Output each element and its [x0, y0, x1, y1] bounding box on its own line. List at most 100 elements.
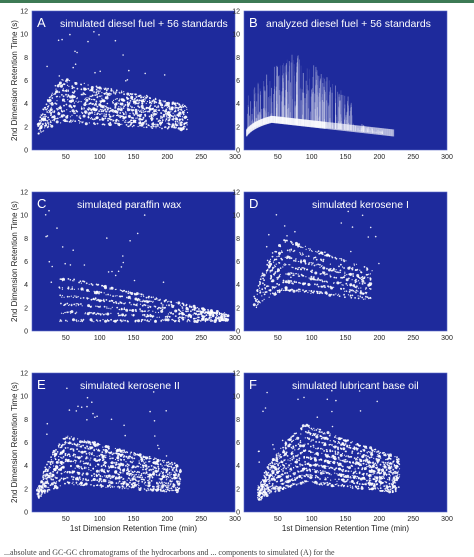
- data-point: [155, 297, 158, 300]
- data-point: [299, 290, 301, 292]
- data-point: [73, 303, 76, 306]
- data-point: [59, 320, 61, 323]
- data-point: [177, 475, 179, 477]
- heat-cell: [379, 127, 381, 135]
- data-point: [149, 100, 151, 102]
- data-point: [114, 105, 117, 108]
- data-point: [163, 484, 165, 486]
- data-point: [275, 456, 278, 459]
- data-point: [156, 112, 158, 114]
- data-point: [178, 475, 180, 477]
- data-point: [274, 258, 276, 261]
- data-point: [157, 299, 159, 301]
- data-point: [180, 311, 184, 315]
- data-point: [69, 304, 71, 306]
- data-point: [269, 468, 271, 471]
- data-point: [327, 254, 329, 257]
- data-point: [181, 302, 183, 304]
- heat-cell: [354, 125, 356, 133]
- data-point: [302, 275, 305, 277]
- data-point: [46, 109, 48, 111]
- data-point: [86, 288, 89, 292]
- data-point: [262, 282, 264, 285]
- data-point: [346, 460, 349, 463]
- data-point: [289, 475, 292, 477]
- data-point: [57, 444, 60, 447]
- data-point: [97, 92, 100, 94]
- data-point: [51, 265, 53, 268]
- data-point: [49, 463, 52, 466]
- data-point: [126, 320, 129, 322]
- data-point: [142, 98, 145, 101]
- heat-cell: [306, 119, 309, 127]
- data-point: [111, 306, 113, 308]
- data-point: [141, 108, 143, 110]
- data-point: [41, 123, 43, 125]
- data-point: [195, 320, 199, 324]
- data-point: [109, 457, 111, 460]
- data-point: [130, 105, 132, 107]
- data-point: [114, 295, 116, 297]
- data-point: [52, 449, 56, 453]
- data-point: [128, 474, 131, 477]
- data-point: [279, 267, 282, 269]
- data-point: [281, 288, 283, 290]
- data-point: [103, 481, 105, 483]
- data-point: [89, 108, 91, 110]
- data-point: [165, 474, 167, 476]
- data-point: [52, 453, 54, 456]
- data-point: [90, 298, 93, 301]
- data-point: [47, 122, 49, 124]
- heat-cell: [247, 127, 249, 135]
- data-point: [82, 479, 84, 481]
- data-point: [55, 458, 57, 460]
- data-point: [165, 112, 167, 115]
- data-point: [272, 261, 275, 263]
- data-point: [289, 257, 291, 260]
- data-point: [346, 466, 349, 468]
- data-point: [99, 90, 101, 92]
- heat-cell: [246, 128, 249, 136]
- data-point: [304, 461, 306, 463]
- data-point: [274, 264, 276, 266]
- data-point: [110, 418, 113, 421]
- data-point: [128, 94, 130, 97]
- heat-cell: [296, 118, 299, 126]
- data-point: [317, 250, 320, 253]
- data-point: [95, 88, 98, 91]
- data-point: [39, 116, 42, 119]
- data-point: [75, 460, 77, 462]
- data-point: [204, 318, 207, 320]
- data-point: [138, 95, 141, 98]
- data-point: [180, 310, 182, 312]
- data-point: [123, 307, 125, 309]
- data-point: [171, 463, 174, 466]
- data-point: [57, 468, 60, 470]
- data-point: [308, 427, 310, 429]
- data-point: [94, 71, 96, 74]
- data-point: [132, 119, 135, 122]
- data-point: [104, 87, 107, 90]
- data-point: [86, 480, 88, 482]
- data-point: [40, 493, 43, 495]
- data-point: [326, 293, 329, 295]
- heat-cell: [339, 123, 341, 131]
- data-point: [366, 273, 369, 276]
- heat-cell: [249, 125, 251, 133]
- data-point: [84, 313, 86, 315]
- data-point: [110, 299, 113, 302]
- data-point: [52, 479, 54, 481]
- data-point: [156, 481, 158, 484]
- data-point: [166, 484, 168, 486]
- data-point: [166, 473, 169, 476]
- data-point: [55, 90, 59, 94]
- data-point: [224, 320, 227, 322]
- data-point: [297, 483, 299, 485]
- data-point: [149, 410, 151, 413]
- data-point: [356, 287, 358, 289]
- data-point: [324, 477, 326, 479]
- data-point: [177, 121, 179, 123]
- data-point: [152, 471, 155, 473]
- y-tick-label: 2: [24, 486, 28, 493]
